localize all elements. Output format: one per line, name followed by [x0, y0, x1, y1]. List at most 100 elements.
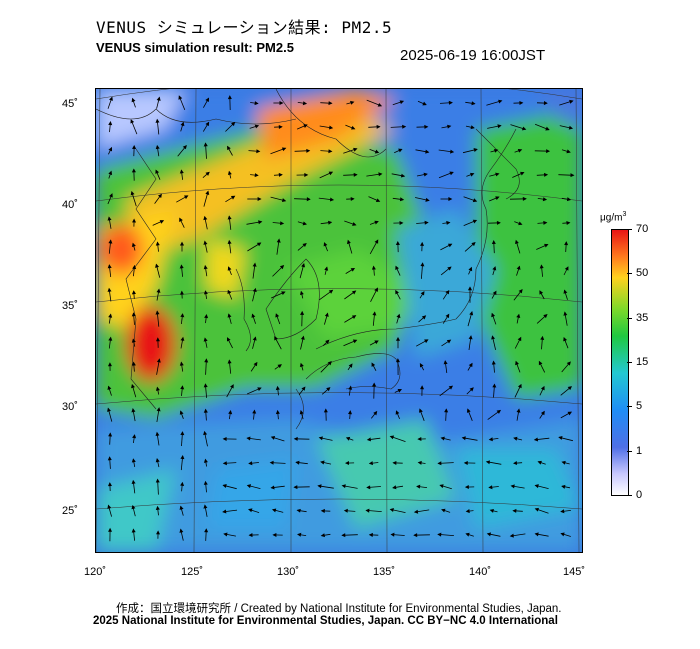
wind-arrow-head [378, 172, 383, 177]
wind-arrow-head [512, 508, 517, 513]
colorbar-label-35: 35 [636, 312, 649, 324]
wind-arrow-head [204, 314, 209, 319]
wind-arrow-head [400, 173, 406, 178]
wind-arrow-head [515, 360, 519, 366]
wind-arrow-head [396, 313, 401, 319]
wind-arrow-head [441, 508, 446, 513]
wind-arrow-head [437, 461, 442, 466]
wind-arrow-head [517, 148, 523, 153]
wind-arrow-head [252, 262, 257, 267]
wind-arrow-head [131, 408, 136, 413]
wind-arrow-head [543, 220, 548, 225]
wind-arrow-head [568, 125, 574, 130]
wind-arrow-head [155, 310, 160, 315]
wind-arrow-head [246, 436, 251, 441]
wind-arrow-head [341, 484, 346, 489]
wind-arrow-head [518, 288, 523, 294]
wind-arrow-head [352, 222, 357, 226]
wind-arrow-head [372, 311, 377, 316]
wind-arrow-head [424, 124, 429, 129]
wind-arrow-head [303, 124, 308, 128]
wind-arrow-head [422, 101, 427, 106]
wind-arrow-head [540, 335, 545, 340]
wind-arrow-head [306, 148, 311, 153]
wind-arrow-head [320, 533, 326, 538]
wind-arrow-head [350, 125, 356, 130]
wind-arrow-head [131, 528, 136, 533]
wind-arrow-head [132, 145, 137, 150]
wind-arrow-head [276, 238, 281, 243]
lon-label-130: 130˚ [276, 566, 300, 578]
wind-arrow-head [179, 217, 183, 222]
wind-arrow-head [372, 382, 377, 387]
wind-arrow-head [306, 197, 311, 202]
wind-arrow-head [569, 99, 574, 104]
colorbar-label-0: 0 [636, 489, 643, 501]
wind-arrow-head [395, 336, 401, 341]
wind-arrow-head [517, 336, 522, 342]
wind-arrow-head [424, 220, 429, 225]
wind-arrow-head [395, 358, 400, 363]
wind-arrow-head [402, 124, 407, 129]
wind-arrow-head [131, 97, 136, 103]
wind-arrow-head [491, 312, 496, 318]
wind-arrow-head [521, 126, 527, 131]
wind-arrow-head [534, 484, 539, 489]
wind-arrow-head [448, 385, 453, 390]
credit-line-1: 作成：国立環境研究所 / Created by National Institu… [116, 603, 562, 615]
wind-arrow-head [542, 197, 548, 202]
wind-arrow-head [518, 221, 523, 226]
wind-arrow-head [416, 484, 421, 489]
wind-arrow-head [368, 461, 373, 466]
pm25-map-canvas [96, 89, 582, 552]
wind-arrow-head [351, 315, 357, 319]
wind-arrow-head [203, 383, 208, 388]
wind-arrow-head [366, 437, 371, 442]
wind-arrow-head [561, 460, 566, 465]
pm25-map [95, 88, 583, 553]
wind-arrow-head [278, 172, 283, 177]
wind-arrow-head [203, 430, 208, 436]
wind-arrow-head [275, 385, 280, 391]
wind-arrow-head [155, 431, 160, 436]
wind-arrow-head [425, 149, 430, 154]
wind-arrow-head [465, 532, 470, 537]
wind-arrow-head [108, 313, 113, 318]
wind-arrow-head [513, 436, 518, 441]
wind-arrow-head [345, 436, 351, 441]
wind-arrow-head [397, 388, 403, 393]
wind-arrow-head [107, 287, 112, 292]
wind-arrow-head [222, 461, 227, 466]
wind-arrow-head [226, 337, 231, 342]
wind-arrow-head [423, 172, 428, 177]
wind-arrow-head [155, 458, 160, 463]
wind-arrow-head [131, 168, 136, 173]
wind-arrow-head [155, 241, 160, 246]
wind-arrow-head [156, 96, 161, 101]
wind-arrow-head [390, 532, 395, 537]
wind-arrow-head [492, 383, 497, 388]
wind-arrow-head [566, 220, 571, 225]
wind-arrow-head [205, 190, 210, 195]
wind-arrow-head [469, 387, 474, 392]
wind-arrow-head [230, 195, 236, 200]
wind-arrow-head [295, 460, 300, 465]
wind-arrow-head [227, 239, 232, 244]
lat-label-35: 35˚ [62, 300, 78, 312]
wind-arrow-head [469, 311, 474, 316]
wind-arrow-head [320, 508, 325, 513]
wind-arrow-head [227, 359, 232, 364]
wind-arrow-head [108, 170, 113, 176]
wind-arrow-head [371, 265, 376, 270]
wind-arrow-head [301, 263, 306, 268]
wind-arrow-head [227, 266, 232, 271]
wind-arrow-head [328, 101, 333, 106]
lon-label-135: 135˚ [372, 566, 396, 578]
wind-arrow-head [491, 240, 496, 245]
wind-arrow-head [180, 481, 185, 486]
wind-arrow-head [473, 148, 478, 153]
wind-arrow-head [156, 358, 161, 363]
wind-arrow-head [413, 509, 419, 514]
wind-arrow-head [293, 485, 298, 490]
wind-arrow-head [159, 220, 165, 224]
